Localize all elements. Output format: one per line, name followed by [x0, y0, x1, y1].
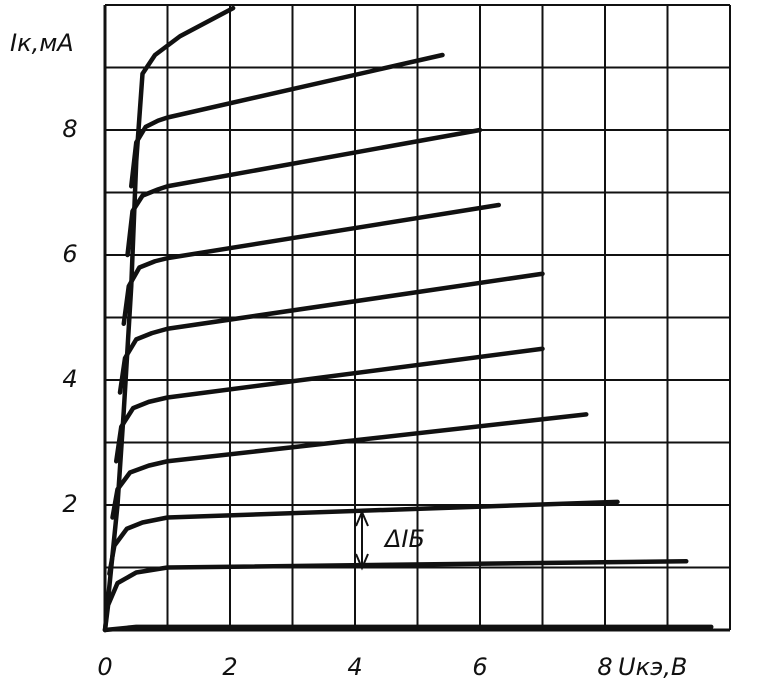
y-tick-label: 2 [62, 490, 77, 518]
characteristic-curve [121, 202, 501, 326]
characteristic-curve [102, 624, 714, 633]
characteristic-curve [102, 5, 236, 633]
delta-arrow [355, 509, 369, 571]
y-tick-label: 8 [62, 115, 77, 143]
annotation: ΔIБ [383, 525, 425, 553]
x-tick-label: 2 [222, 653, 237, 681]
characteristic-curve [117, 271, 545, 395]
characteristic-curve [102, 559, 689, 633]
x-axis-title: Uкэ,В [618, 653, 687, 681]
x-tick-label: 4 [347, 653, 362, 681]
y-tick-label: 6 [62, 240, 77, 268]
x-tick-label: 6 [472, 653, 487, 681]
x-tick-label: 0 [97, 653, 112, 681]
x-tick-label: 8 [597, 653, 612, 681]
characteristic-curve [110, 412, 589, 520]
characteristic-curve [125, 127, 483, 258]
y-tick-label: 4 [62, 365, 77, 393]
y-axis-title: Iк,мА [10, 29, 74, 57]
